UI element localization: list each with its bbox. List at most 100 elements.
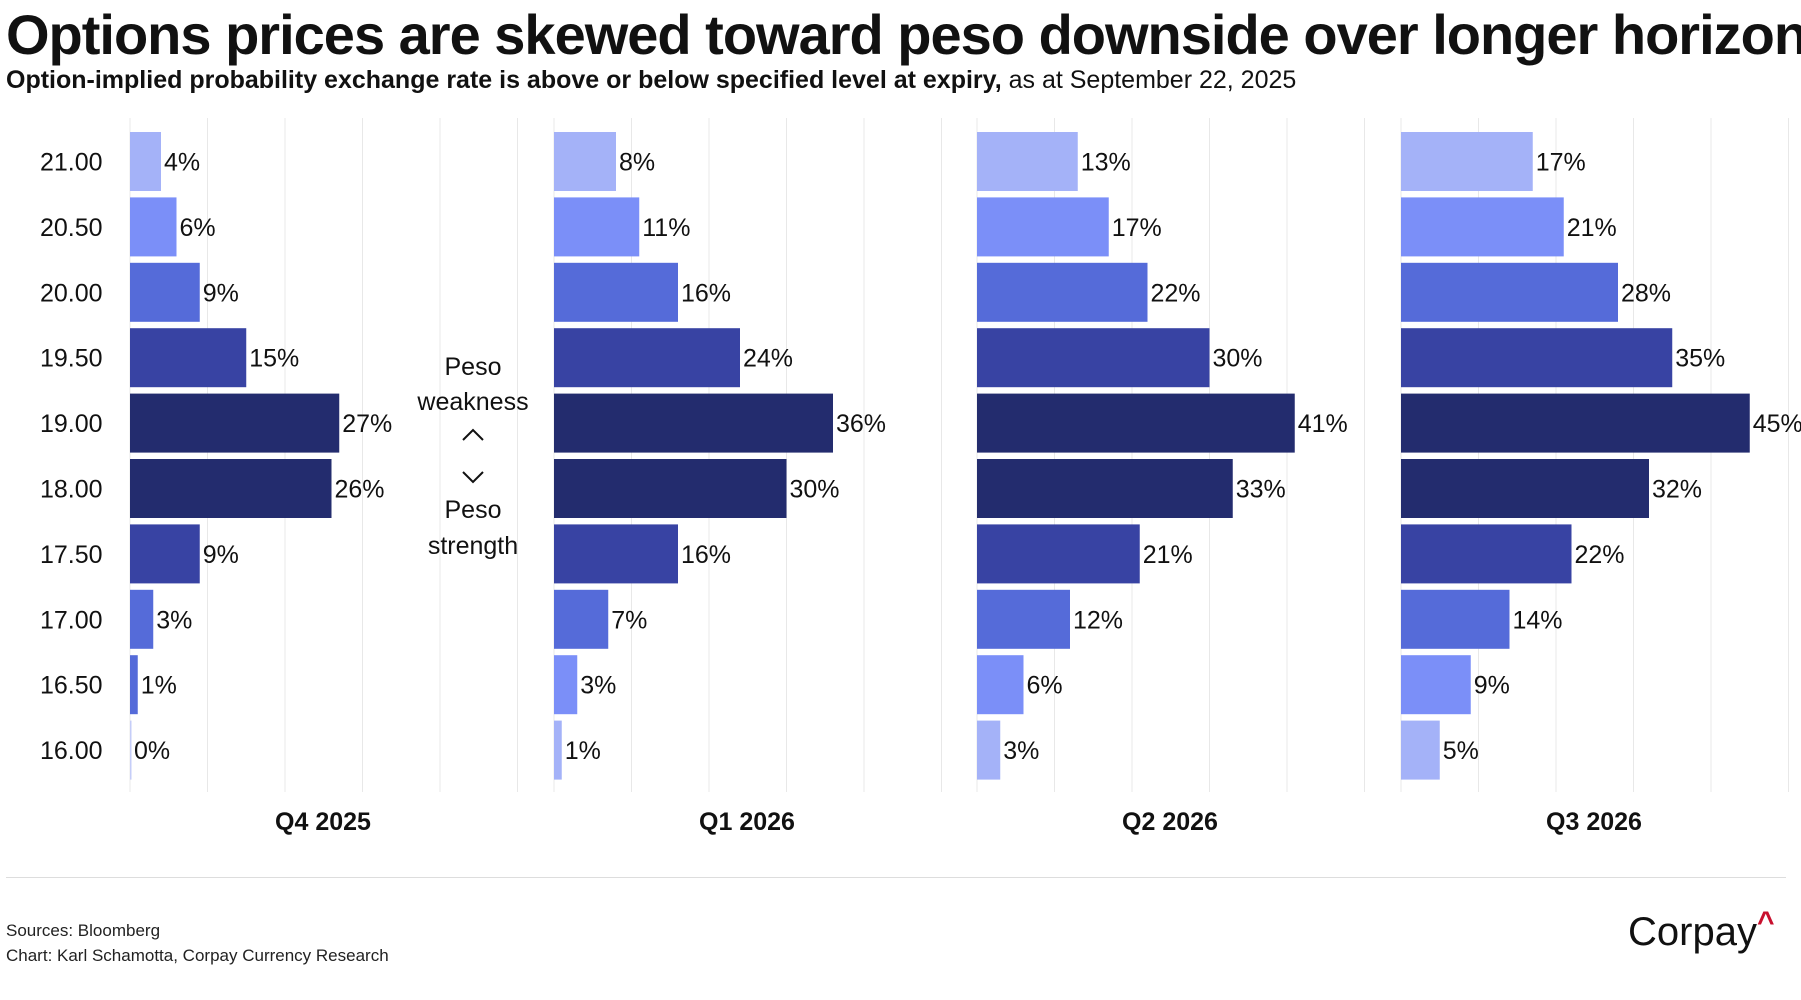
category-label: 20.00 (40, 279, 103, 307)
data-label: 22% (1151, 279, 1201, 307)
bar (554, 655, 578, 715)
data-label: 26% (335, 476, 385, 504)
panel-title: Q1 2026 (699, 808, 795, 836)
bar (554, 262, 678, 322)
data-label: 6% (180, 214, 216, 242)
bar (977, 655, 1024, 715)
data-label: 4% (164, 149, 200, 177)
subtitle-date: as at September 22, 2025 (1001, 66, 1297, 94)
data-label: 36% (836, 410, 886, 438)
bar (554, 328, 740, 388)
category-label: 17.50 (40, 541, 103, 569)
data-label: 6% (1027, 672, 1063, 700)
chevron-up-icon (462, 428, 484, 441)
subtitle-bold: Option-implied probability exchange rate… (6, 66, 1002, 94)
data-label: 21% (1567, 214, 1617, 242)
bar (554, 459, 787, 518)
logo-text: Corpay (1628, 910, 1757, 954)
data-label: 11% (642, 214, 690, 242)
panel-title: Q3 2026 (1546, 808, 1642, 836)
data-label: 9% (203, 279, 239, 307)
bar (977, 262, 1148, 322)
data-label: 3% (580, 672, 616, 700)
data-label: 0% (134, 737, 170, 765)
category-label: 20.50 (40, 214, 103, 242)
bar (977, 132, 1078, 191)
data-label: 16% (681, 541, 731, 569)
bar (977, 459, 1233, 518)
bar (1401, 393, 1750, 453)
bar (977, 197, 1109, 257)
panel-title: Q2 2026 (1122, 808, 1218, 836)
data-label: 45% (1753, 410, 1801, 438)
data-label: 15% (249, 345, 299, 373)
bar (1401, 328, 1673, 388)
bar (1401, 524, 1572, 584)
bar (554, 132, 616, 191)
bar (554, 524, 678, 584)
bar (130, 262, 200, 322)
data-label: 33% (1236, 476, 1286, 504)
peso-annotation: Peso weakness Peso strength (416, 353, 528, 560)
data-label: 9% (203, 541, 239, 569)
chart-credit: Chart: Karl Schamotta, Corpay Currency R… (6, 946, 389, 965)
data-label: 7% (611, 606, 647, 634)
category-label: 19.50 (40, 345, 103, 373)
chart-title: Options prices are skewed toward peso do… (6, 3, 1801, 66)
category-label: 19.00 (40, 410, 103, 438)
footer: Sources: Bloomberg Chart: Karl Schamotta… (6, 918, 389, 968)
bar (130, 459, 332, 518)
panel-titles: Q4 2025 Q1 2026 Q2 2026 Q3 2026 (275, 808, 1642, 836)
data-label: 24% (743, 345, 793, 373)
footer-divider (6, 877, 1786, 878)
data-label: 21% (1143, 541, 1193, 569)
data-label: 30% (790, 476, 840, 504)
y-axis-labels: 21.00 20.50 20.00 19.50 19.00 18.00 17.50 17.00… (40, 149, 103, 766)
bar (130, 720, 132, 780)
bar (554, 393, 833, 453)
chart-subtitle: Option-implied probability exchange rate… (6, 66, 1296, 95)
bar (1401, 197, 1564, 257)
data-label: 30% (1213, 345, 1263, 373)
data-label: 13% (1081, 149, 1131, 177)
logo-mark: ^ (1756, 906, 1775, 939)
bar (130, 393, 340, 453)
bar (554, 720, 562, 780)
bar (977, 524, 1140, 584)
data-label: 12% (1073, 606, 1123, 634)
data-label: 1% (141, 672, 177, 700)
data-label: 9% (1474, 672, 1510, 700)
category-label: 16.00 (40, 737, 103, 765)
data-label: 14% (1513, 606, 1563, 634)
bar (977, 393, 1295, 453)
annotation-strength-line1: Peso (445, 496, 502, 524)
bar (977, 328, 1210, 388)
bar (977, 589, 1070, 649)
data-label: 32% (1652, 476, 1702, 504)
data-label: 27% (342, 410, 392, 438)
gridlines (129, 118, 1789, 792)
bar (1401, 262, 1618, 322)
bar (130, 197, 177, 257)
data-label: 1% (565, 737, 601, 765)
bar (130, 589, 154, 649)
bar (1401, 132, 1533, 191)
chevron-down-icon (462, 471, 484, 484)
bar (1401, 655, 1471, 715)
data-label: 41% (1298, 410, 1348, 438)
bar (1401, 720, 1440, 780)
sources-note: Sources: Bloomberg (6, 921, 161, 940)
panel-title: Q4 2025 (275, 808, 371, 836)
bar (130, 655, 138, 715)
category-label: 18.00 (40, 476, 103, 504)
data-label: 17% (1536, 149, 1586, 177)
data-label: 5% (1443, 737, 1479, 765)
bar (1401, 589, 1510, 649)
bar (130, 328, 247, 388)
data-label: 17% (1112, 214, 1162, 242)
annotation-weakness-line1: Peso (445, 353, 502, 381)
annotation-weakness-line2: weakness (416, 388, 528, 416)
bar (1401, 459, 1649, 518)
bar (977, 720, 1001, 780)
corpay-logo: Corpay^ (1628, 906, 1774, 955)
